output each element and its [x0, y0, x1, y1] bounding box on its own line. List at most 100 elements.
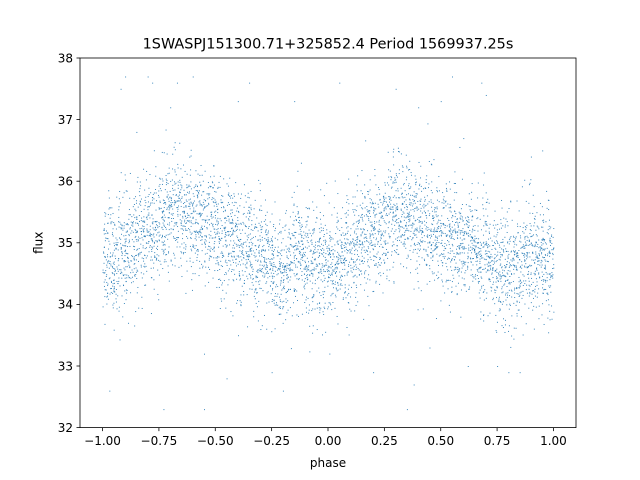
data-point	[413, 233, 415, 235]
data-point	[396, 218, 398, 220]
data-point	[217, 228, 219, 230]
data-point	[483, 215, 485, 217]
data-point	[220, 207, 222, 209]
data-point	[292, 245, 294, 247]
data-point	[243, 254, 245, 256]
data-point	[531, 293, 533, 295]
data-point	[136, 222, 138, 224]
data-point	[378, 206, 380, 208]
data-point	[332, 254, 334, 256]
data-point	[543, 214, 544, 216]
data-point	[472, 215, 474, 217]
data-point	[134, 208, 136, 210]
data-point	[124, 255, 126, 257]
data-point	[513, 241, 515, 243]
data-point	[451, 281, 453, 283]
data-point	[509, 240, 511, 242]
data-point	[488, 238, 490, 240]
data-point	[306, 247, 308, 249]
data-point	[322, 264, 324, 266]
data-point	[537, 243, 539, 245]
data-point	[231, 209, 233, 211]
data-point	[367, 211, 369, 213]
data-point	[225, 239, 227, 241]
data-point	[140, 185, 142, 187]
data-point	[483, 172, 485, 174]
data-point	[534, 295, 536, 297]
data-point	[549, 273, 551, 275]
data-point	[515, 253, 517, 255]
data-point	[486, 263, 488, 265]
data-point	[461, 263, 463, 265]
data-point	[489, 264, 491, 266]
data-point	[207, 181, 209, 183]
data-point	[332, 280, 334, 282]
data-point	[336, 216, 338, 218]
data-point	[383, 208, 385, 210]
data-point	[106, 264, 108, 266]
data-point	[468, 205, 470, 207]
data-point	[105, 237, 107, 239]
data-point	[286, 312, 288, 314]
data-point	[339, 229, 341, 231]
data-point	[115, 301, 117, 303]
data-point	[340, 234, 342, 236]
data-point	[233, 193, 235, 195]
data-point	[205, 246, 207, 248]
data-point	[459, 245, 461, 247]
data-point	[307, 269, 309, 271]
data-point	[271, 239, 273, 241]
data-point	[370, 234, 372, 236]
data-point	[224, 228, 226, 230]
data-point	[388, 169, 390, 171]
data-point	[296, 278, 298, 280]
data-point	[273, 223, 275, 225]
data-point	[532, 194, 534, 196]
data-point	[255, 281, 257, 283]
data-point	[516, 223, 518, 225]
data-point	[471, 183, 473, 185]
data-point	[260, 271, 262, 273]
data-point	[363, 318, 365, 320]
data-point	[418, 217, 420, 219]
data-point	[158, 239, 160, 241]
data-point	[330, 304, 332, 306]
data-point	[510, 200, 512, 202]
data-point	[174, 169, 176, 171]
data-point	[482, 208, 484, 210]
data-point	[498, 274, 500, 276]
data-point	[364, 273, 366, 275]
data-point	[478, 282, 479, 284]
data-point	[430, 234, 432, 236]
data-point	[459, 218, 461, 220]
data-point	[450, 266, 452, 268]
data-point	[535, 251, 537, 253]
data-point	[282, 322, 284, 324]
data-point	[104, 240, 106, 242]
data-point	[485, 250, 487, 252]
data-point	[410, 194, 412, 196]
data-point	[113, 288, 115, 290]
data-point	[524, 247, 526, 249]
data-point	[504, 319, 506, 321]
data-point	[356, 254, 358, 256]
data-point	[393, 203, 395, 205]
data-point	[199, 216, 201, 218]
data-point	[473, 239, 475, 241]
data-point	[201, 213, 203, 215]
data-point	[489, 256, 491, 258]
data-point	[551, 272, 553, 274]
data-point	[237, 244, 239, 246]
data-point	[421, 190, 423, 192]
data-point	[245, 241, 247, 243]
data-point	[311, 256, 313, 258]
data-point	[301, 240, 303, 242]
data-point	[194, 223, 196, 225]
data-point	[158, 190, 160, 192]
data-point	[492, 299, 494, 301]
data-point	[373, 209, 375, 211]
data-point	[249, 265, 251, 267]
data-point	[155, 166, 157, 168]
data-point	[343, 261, 345, 263]
data-point	[352, 209, 354, 211]
